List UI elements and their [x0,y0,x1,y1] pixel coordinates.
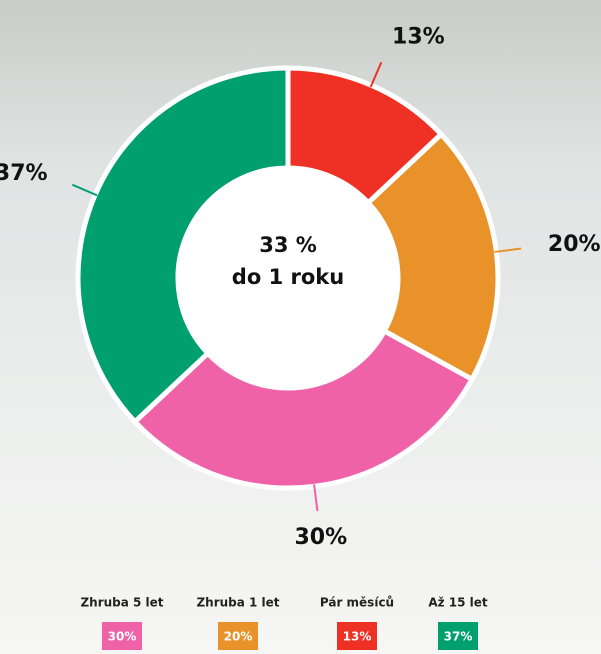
legend-swatch [438,622,478,650]
legend-value: 37% [444,630,473,644]
center-label: 33 % [259,233,317,257]
data-label: 37% [0,161,48,186]
center-label: do 1 roku [232,265,344,289]
donut-hole [178,168,398,388]
data-label: 20% [548,232,601,257]
data-label: 30% [295,525,348,550]
legend-swatch [102,622,142,650]
legend-swatch [218,622,258,650]
leader-line [369,61,383,88]
leader-line [494,247,522,253]
data-label: 13% [392,25,445,50]
legend-label: Pár měsíců [320,596,394,610]
legend-swatch [337,622,377,650]
legend-value: 20% [224,630,253,644]
leader-line [71,183,98,197]
legend-label: Až 15 let [428,596,488,610]
legend-label: Zhruba 1 let [196,596,279,610]
legend-label: Zhruba 5 let [80,596,163,610]
leader-line [313,484,319,512]
legend-value: 13% [343,630,372,644]
legend-value: 30% [108,630,137,644]
